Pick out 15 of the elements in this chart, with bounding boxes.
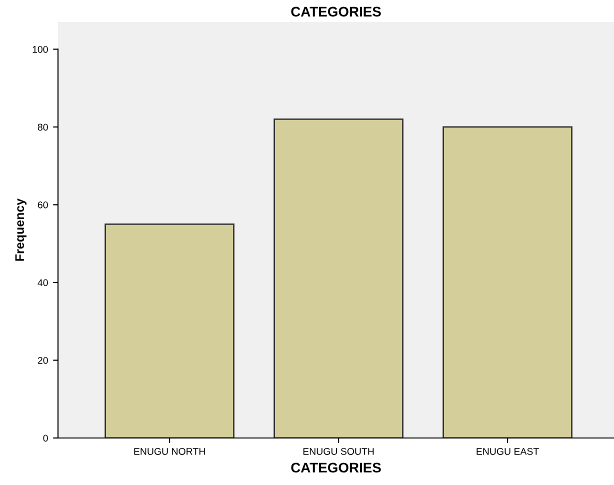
x-axis-title: CATEGORIES	[291, 462, 381, 473]
y-tick-label: 60	[38, 201, 48, 208]
y-tick-label: 20	[38, 356, 48, 364]
chart-title: CATEGORIES	[291, 6, 381, 17]
x-tick-label: ENUGU EAST	[476, 448, 539, 455]
x-tick-label: ENUGU SOUTH	[303, 448, 374, 455]
bar	[104, 223, 234, 438]
bar	[274, 118, 404, 438]
y-tick-label: 80	[38, 124, 48, 131]
bar	[442, 126, 572, 438]
x-tick-label: ENUGU NORTH	[134, 448, 205, 455]
y-tick-label: 0	[43, 434, 48, 442]
y-axis-title: Frequency	[15, 198, 27, 261]
y-tick-label: 40	[38, 279, 48, 286]
y-tick-label: 100	[32, 46, 48, 53]
